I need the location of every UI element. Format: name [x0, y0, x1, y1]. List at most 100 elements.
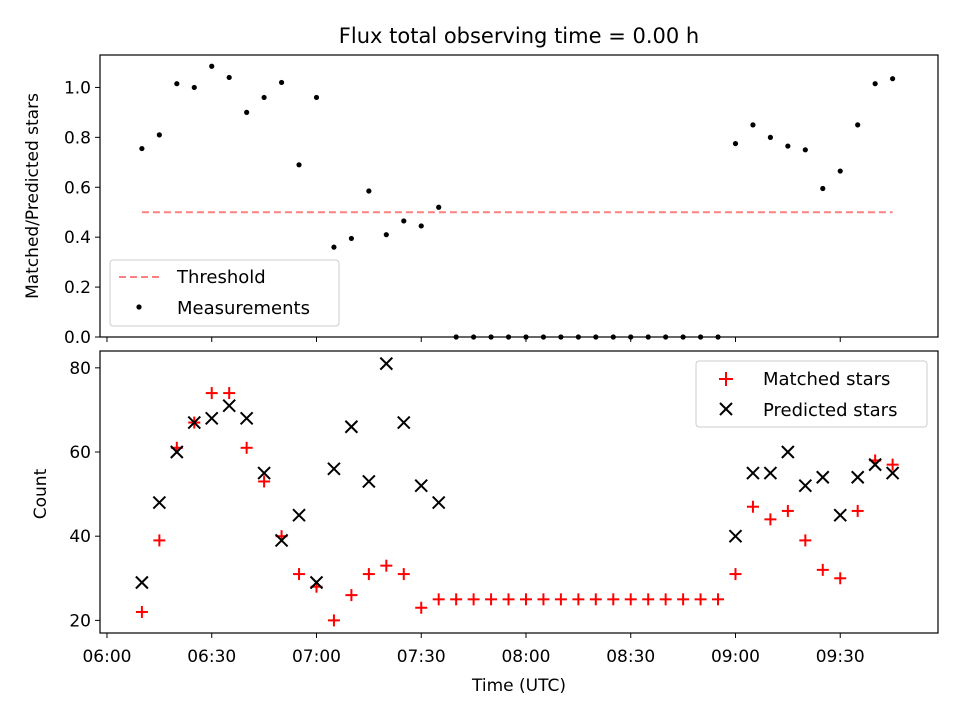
matched-star-point — [362, 568, 375, 581]
count-panel-frame — [99, 350, 939, 634]
predicted-star-point — [222, 399, 236, 413]
measurement-point — [244, 109, 250, 115]
legend-measurements-swatch — [136, 304, 142, 310]
matched-star-point — [153, 534, 166, 547]
predicted-star-point — [239, 411, 254, 426]
predicted-star-point — [205, 411, 219, 426]
measurement-point — [750, 122, 756, 128]
predicted-star-point — [344, 420, 359, 434]
count-x-tick-label: 09:30 — [816, 647, 865, 667]
count-x-tick-label: 08:00 — [501, 647, 550, 667]
matched-star-point — [258, 475, 271, 488]
matched-star-point — [781, 504, 794, 517]
count-plot-area — [135, 356, 900, 627]
matched-star-point — [799, 534, 812, 547]
legend-measurements-label: Measurements — [177, 298, 310, 319]
measurement-point — [785, 143, 791, 149]
matched-star-point — [380, 559, 393, 572]
predicted-star-point — [327, 462, 341, 476]
count-x-tick-label: 07:00 — [292, 647, 341, 667]
measurement-point — [296, 162, 302, 168]
count-y-axis-label: Count — [31, 468, 51, 519]
ratio-y-tick-label: 0.0 — [64, 328, 91, 348]
legend-matched-swatch — [719, 372, 733, 386]
measurement-point — [383, 232, 389, 238]
measurement-point — [313, 94, 320, 101]
matched-star-point — [677, 593, 690, 606]
matched-star-point — [327, 614, 340, 627]
count-legend: Matched stars Predicted stars — [695, 360, 928, 428]
matched-star-point — [589, 593, 602, 606]
predicted-star-point — [414, 478, 428, 493]
matched-star-point — [240, 441, 253, 454]
matched-star-point — [205, 387, 218, 400]
matched-star-point — [834, 572, 847, 585]
measurement-point — [401, 218, 407, 224]
legend-predicted-swatch — [719, 402, 733, 416]
ratio-y-tick-label: 0.6 — [64, 178, 91, 198]
predicted-star-point — [868, 457, 882, 472]
matched-star-point — [223, 387, 236, 400]
predicted-star-point — [850, 470, 865, 484]
measurement-point — [855, 122, 861, 128]
matched-star-point — [485, 593, 498, 606]
predicted-star-point — [152, 495, 167, 510]
matched-star-point — [467, 593, 480, 606]
matched-star-point — [450, 593, 463, 606]
measurement-point — [226, 74, 232, 81]
matched-star-point — [554, 593, 567, 606]
measurement-point — [209, 63, 215, 69]
legend-predicted-label: Predicted stars — [763, 400, 897, 421]
matched-star-point — [764, 513, 777, 526]
count-x-tick-label: 08:30 — [606, 647, 655, 667]
measurement-point — [837, 168, 843, 174]
predicted-star-point — [833, 508, 847, 522]
measurement-point — [436, 204, 442, 210]
chart-title: Flux total observing time = 0.00 h — [339, 24, 699, 48]
measurement-point — [331, 244, 337, 250]
matched-star-point — [572, 593, 585, 606]
ratio-legend: Threshold Measurements — [109, 259, 340, 327]
ratio-y-tick-label: 0.2 — [64, 278, 91, 298]
measurement-point — [278, 79, 285, 86]
predicted-star-point — [816, 470, 830, 484]
matched-star-point — [712, 593, 725, 606]
measurement-point — [348, 235, 354, 242]
matched-star-point — [415, 601, 428, 614]
predicted-star-point — [781, 445, 795, 459]
predicted-star-point — [431, 495, 446, 510]
predicted-star-point — [728, 529, 743, 543]
measurement-point — [366, 188, 372, 194]
matched-star-point — [624, 593, 637, 606]
predicted-star-point — [763, 466, 778, 480]
predicted-star-point — [170, 445, 184, 459]
matched-star-point — [345, 589, 358, 602]
count-y-tick-label: 20 — [69, 611, 91, 631]
ratio-y-tick-label: 0.8 — [64, 128, 91, 148]
ratio-y-tick-label: 1.0 — [64, 78, 91, 98]
matched-star-point — [851, 504, 864, 517]
measurement-point — [156, 132, 162, 138]
predicted-star-point — [135, 575, 149, 590]
ratio-panel: 0.0 0.2 0.4 0.6 0.8 1.0 Matched/Predicted sta… — [23, 54, 939, 348]
predicted-star-point — [309, 575, 324, 590]
predicted-star-point — [187, 415, 201, 430]
measurement-point — [890, 76, 896, 82]
matched-star-point — [659, 593, 672, 606]
predicted-star-point — [257, 466, 271, 480]
count-x-axis-label: Time (UTC) — [471, 676, 566, 696]
measurement-point — [767, 134, 774, 140]
ratio-y-ticks: 0.0 0.2 0.4 0.6 0.8 1.0 — [64, 78, 100, 348]
count-y-ticks: 20 40 60 80 — [69, 359, 100, 631]
matched-star-point — [729, 568, 742, 581]
count-x-ticks: 06:00 06:30 07:00 07:30 08:00 08:30 09:00 09:30 — [82, 633, 865, 667]
measurement-point — [872, 81, 878, 87]
measurement-point — [732, 140, 739, 147]
matched-star-point — [432, 593, 445, 606]
matched-star-point — [694, 593, 707, 606]
ratio-y-axis-label: Matched/Predicted stars — [23, 93, 43, 299]
matched-star-point — [293, 568, 306, 581]
